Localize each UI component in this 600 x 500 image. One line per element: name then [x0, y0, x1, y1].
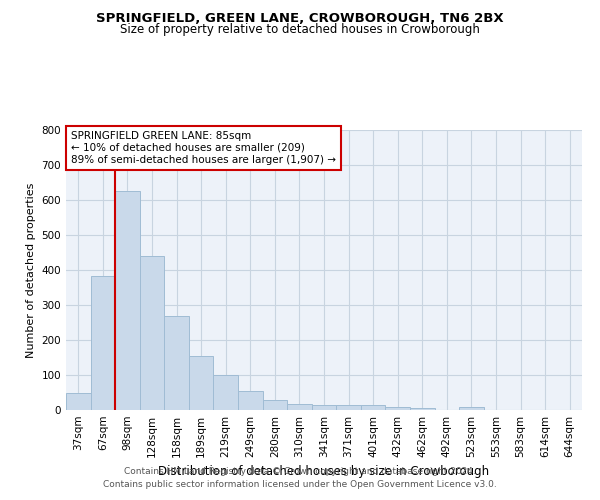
Text: Contains HM Land Registry data © Crown copyright and database right 2024.: Contains HM Land Registry data © Crown c…: [124, 467, 476, 476]
Bar: [263, 400, 287, 410]
Bar: [238, 392, 263, 410]
Bar: [115, 191, 140, 410]
Bar: [410, 408, 434, 410]
Bar: [312, 406, 336, 410]
Bar: [189, 356, 214, 410]
Bar: [459, 407, 484, 410]
Bar: [287, 404, 312, 410]
Text: SPRINGFIELD, GREEN LANE, CROWBOROUGH, TN6 2BX: SPRINGFIELD, GREEN LANE, CROWBOROUGH, TN…: [96, 12, 504, 26]
Bar: [66, 392, 91, 410]
Bar: [164, 316, 189, 410]
X-axis label: Distribution of detached houses by size in Crowborough: Distribution of detached houses by size …: [158, 466, 490, 478]
Bar: [91, 276, 115, 410]
Text: Size of property relative to detached houses in Crowborough: Size of property relative to detached ho…: [120, 22, 480, 36]
Bar: [140, 256, 164, 410]
Y-axis label: Number of detached properties: Number of detached properties: [26, 182, 36, 358]
Text: SPRINGFIELD GREEN LANE: 85sqm
← 10% of detached houses are smaller (209)
89% of : SPRINGFIELD GREEN LANE: 85sqm ← 10% of d…: [71, 132, 336, 164]
Bar: [385, 407, 410, 410]
Text: Contains public sector information licensed under the Open Government Licence v3: Contains public sector information licen…: [103, 480, 497, 489]
Bar: [336, 406, 361, 410]
Bar: [214, 375, 238, 410]
Bar: [361, 405, 385, 410]
